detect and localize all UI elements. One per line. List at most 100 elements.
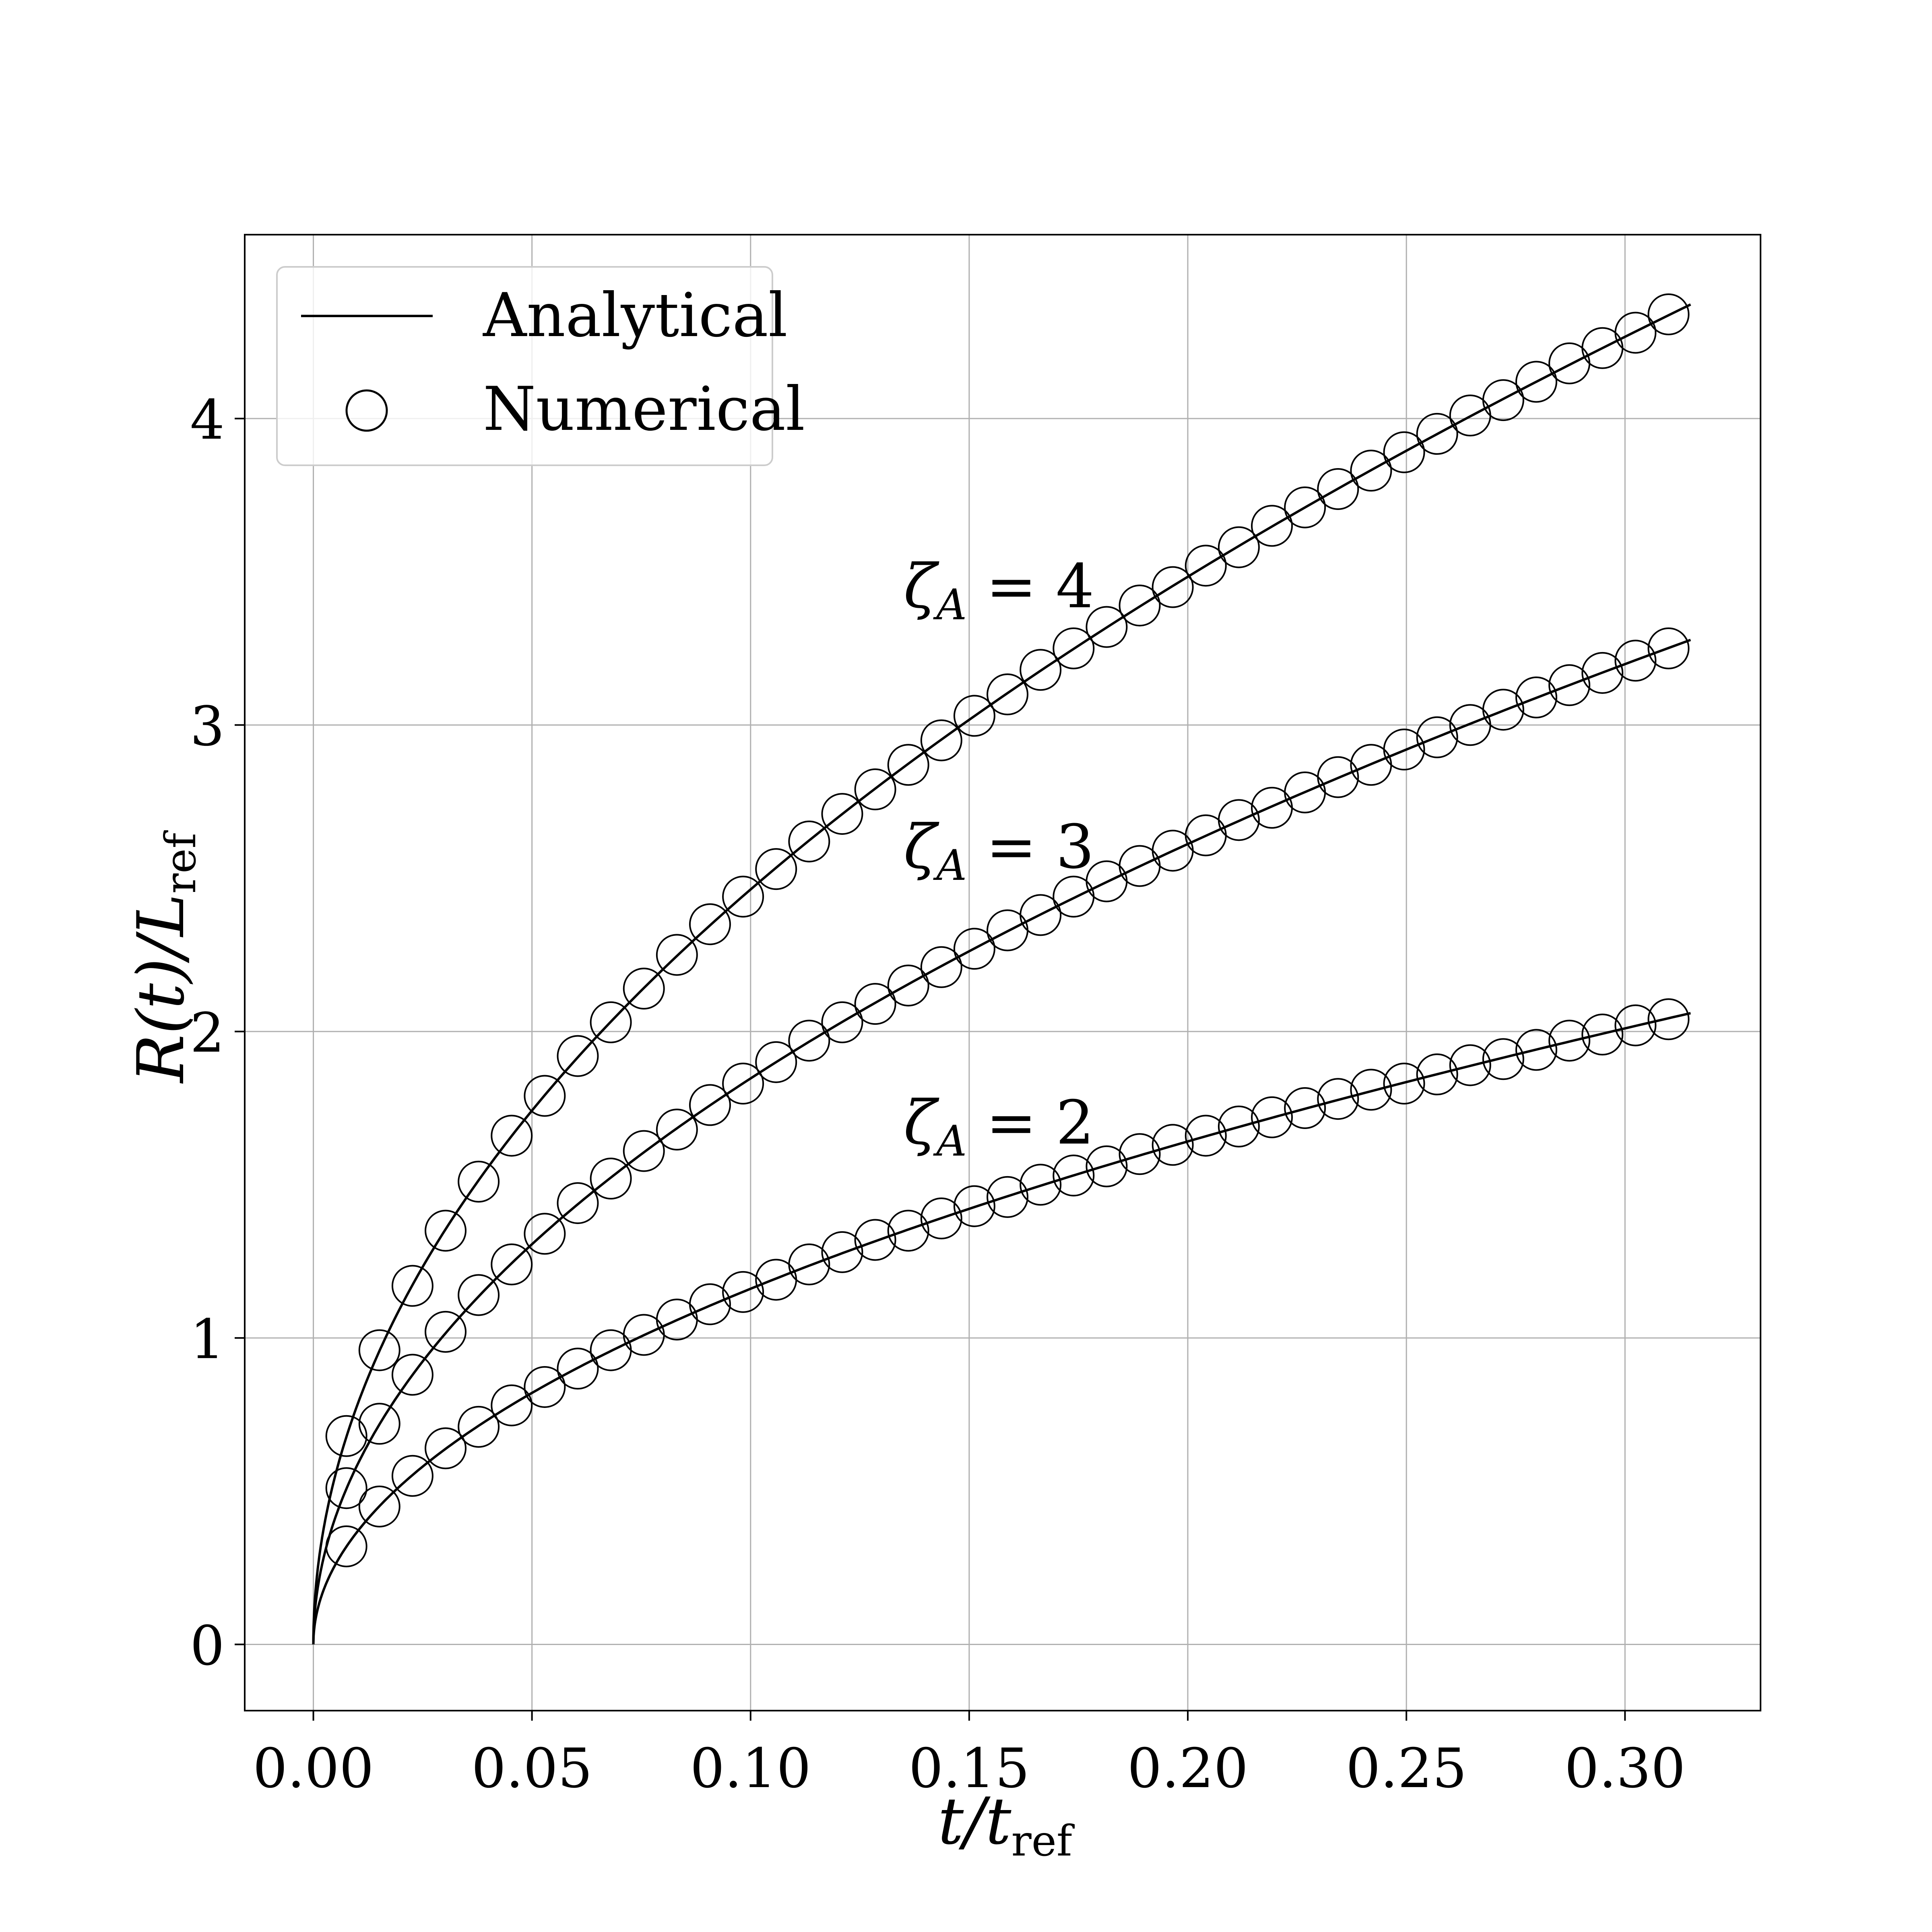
numerical-marker — [1482, 689, 1524, 731]
numerical-marker — [1317, 1078, 1359, 1120]
numerical-marker — [656, 1108, 698, 1151]
series-annotation: ζA = 3 — [904, 812, 1094, 890]
numerical-marker — [1548, 1020, 1591, 1062]
x-tick-label: 0.00 — [253, 1737, 374, 1800]
numerical-marker — [1218, 526, 1260, 568]
legend-numerical: Numerical — [483, 374, 805, 444]
numerical-marker — [425, 1311, 467, 1353]
series-annotation: ζA = 2 — [904, 1088, 1094, 1166]
numerical-marker — [854, 768, 896, 811]
numerical-marker — [1020, 894, 1062, 936]
numerical-marker — [788, 820, 830, 863]
numerical-marker — [1218, 1105, 1260, 1148]
numerical-marker — [458, 1160, 500, 1203]
numerical-marker — [953, 928, 995, 970]
numerical-marker — [1185, 1115, 1227, 1157]
numerical-marker — [358, 1403, 400, 1445]
numerical-marker — [1614, 1004, 1657, 1046]
x-axis-label: t/tref — [938, 1783, 1075, 1866]
numerical-marker — [1416, 413, 1458, 455]
y-tick-label: 3 — [190, 695, 225, 758]
numerical-marker — [1251, 505, 1293, 547]
plot-frame — [244, 234, 1761, 1711]
numerical-marker — [920, 946, 962, 988]
legend: Analytical Numerical — [276, 266, 805, 466]
numerical-marker — [887, 1210, 929, 1252]
numerical-marker — [953, 695, 995, 737]
numerical-marker — [391, 1455, 433, 1497]
numerical-marker — [1416, 1053, 1458, 1096]
numerical-marker — [987, 673, 1029, 716]
numerical-marker — [458, 1406, 500, 1448]
numerical-marker — [425, 1210, 467, 1252]
numerical-marker — [1614, 312, 1657, 354]
numerical-marker — [1383, 729, 1425, 771]
numerical-marker — [1350, 450, 1392, 492]
numerical-marker — [1449, 1044, 1491, 1086]
numerical-marker — [1383, 1063, 1425, 1105]
numerical-marker — [590, 1158, 632, 1200]
numerical-marker — [1086, 606, 1128, 648]
numerical-marker — [524, 1213, 566, 1255]
numerical-marker — [623, 968, 665, 1010]
numerical-marker — [358, 1485, 400, 1527]
numerical-marker — [1020, 649, 1062, 691]
numerical-marker — [325, 1525, 367, 1567]
numerical-marker — [920, 1197, 962, 1240]
numerical-marker — [1647, 998, 1690, 1040]
numerical-marker — [788, 1020, 830, 1062]
numerical-marker — [854, 1219, 896, 1261]
numerical-marker — [953, 1185, 995, 1227]
x-tick-label: 0.05 — [471, 1737, 592, 1800]
numerical-marker — [1515, 676, 1557, 718]
numerical-marker — [755, 1041, 797, 1083]
x-tick-label: 0.10 — [690, 1737, 811, 1800]
numerical-marker — [491, 1384, 533, 1426]
numerical-marker — [524, 1366, 566, 1408]
numerical-marker — [1416, 716, 1458, 758]
series: ζA = 4 ζA = 3 ζA = 2 — [312, 293, 1691, 1645]
numerical-marker — [325, 1415, 367, 1457]
numerical-marker — [1383, 431, 1425, 473]
numerical-marker — [821, 1231, 863, 1273]
numerical-marker — [425, 1427, 467, 1470]
numerical-marker — [1152, 566, 1194, 608]
numerical-marker — [590, 1001, 632, 1043]
numerical-marker — [1482, 379, 1524, 421]
numerical-marker — [1053, 627, 1095, 669]
numerical-marker — [920, 719, 962, 762]
legend-analytical: Analytical — [483, 281, 788, 351]
numerical-marker — [1350, 1069, 1392, 1111]
numerical-marker — [358, 1329, 400, 1371]
numerical-marker — [1515, 1029, 1557, 1071]
numerical-marker — [1482, 1038, 1524, 1080]
numerical-marker — [1284, 1087, 1326, 1129]
numerical-marker — [557, 1035, 599, 1077]
y-tick-label: 2 — [190, 1001, 225, 1065]
numerical-marker — [1218, 799, 1260, 841]
numerical-marker — [722, 1063, 764, 1105]
y-tick-label: 4 — [190, 388, 225, 452]
numerical-marker — [755, 848, 797, 890]
x-tick-label: 0.25 — [1346, 1737, 1467, 1800]
numerical-marker — [1614, 640, 1657, 682]
x-tick-label: 0.20 — [1127, 1737, 1249, 1800]
x-tick-label: 0.15 — [909, 1737, 1030, 1800]
numerical-marker — [1020, 1164, 1062, 1206]
numerical-marker — [788, 1243, 830, 1286]
y-axis-label: R(t)/Lref — [123, 830, 205, 1084]
numerical-marker — [722, 875, 764, 918]
numerical-marker — [1152, 1124, 1194, 1166]
numerical-marker — [1581, 1013, 1624, 1056]
numerical-marker — [689, 1084, 731, 1126]
legend-circle-icon — [345, 389, 388, 432]
numerical-marker — [1647, 293, 1690, 335]
x-tick-label: 0.30 — [1565, 1737, 1686, 1800]
y-tick-label: 1 — [190, 1308, 225, 1371]
numerical-marker — [1581, 652, 1624, 694]
numerical-marker — [1119, 1133, 1161, 1175]
numerical-marker — [887, 744, 929, 786]
numerical-marker — [391, 1265, 433, 1307]
numerical-marker — [887, 964, 929, 1007]
